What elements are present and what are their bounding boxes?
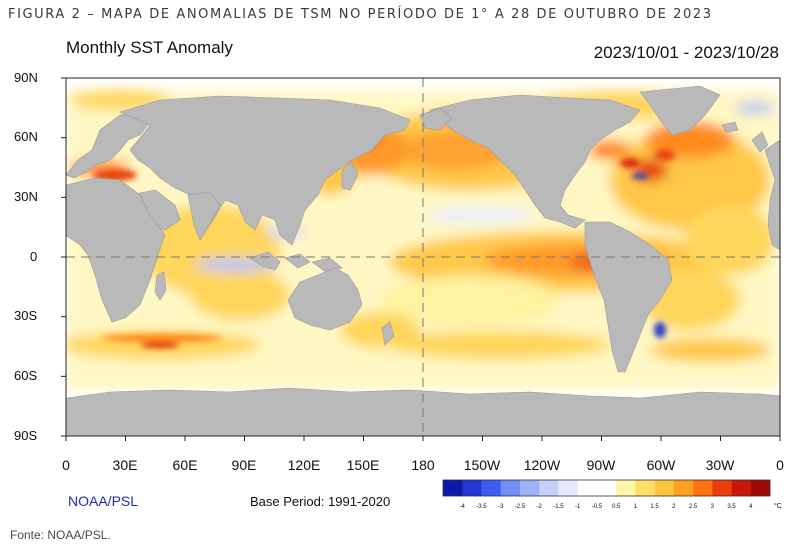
colorbar-tick-label: 3 [710,504,714,510]
lon-label-180: 180 [411,457,435,473]
lon-label-60w: 60W [646,457,676,473]
india [187,191,221,241]
british-isles [751,131,769,153]
lat-label-60n: 60N [14,129,38,144]
north-america [429,94,641,229]
colorbar-tick-label: -2.5 [514,504,526,510]
colorbar-tick-label: 2.5 [688,504,698,510]
colorbar-swatch [558,480,578,496]
lon-label-0-east: 0 [776,457,784,473]
lat-label-0: 0 [30,249,38,264]
colorbar-tick-label: 4 [749,504,753,510]
madagascar [154,271,167,301]
colorbar-tick-label: -2 [536,504,542,510]
colorbar-tick-label: -1 [574,504,581,510]
lon-label-30e: 30E [112,457,138,473]
colorbar-swatch [443,480,463,496]
lat-label-60s: 60S [14,368,38,383]
colorbar-tick-label: 3.5 [727,504,736,510]
colorbar-tick-label: 1.5 [650,504,659,510]
base-period: Base Period: 1991-2020 [250,494,391,509]
colorbar-tick-label: 0.5 [611,504,621,510]
europe [66,111,151,179]
figure-source: Fonte: NOAA/PSL. [10,528,111,542]
map-period: 2023/10/01 - 2023/10/28 [593,43,779,62]
iceland [721,121,739,133]
lon-label-150w: 150W [463,457,501,473]
colorbar-tick-label: -4 [459,504,465,510]
lon-label-90e: 90E [231,457,257,473]
colorbar-tick-label: -0.5 [591,504,603,510]
axis-ticks [61,77,781,441]
colorbar-swatch [500,480,521,496]
colorbar [442,479,771,497]
colorbar-swatch [654,480,675,496]
colorbar-tick-label: 1 [633,504,638,510]
map-title: Monthly SST Anomaly [66,38,233,57]
colorbar-swatch [519,480,540,496]
colorbar-swatch [577,480,598,496]
colorbar-unit: °C [774,503,782,510]
alaska [419,107,453,131]
lat-label-90n: 90N [14,70,38,85]
colorbar-swatch [635,480,655,496]
colorbar-tick-label: 2 [672,504,676,510]
figure-caption: FIGURA 2 – MAPA DE ANOMALIAS DE TSM NO P… [8,7,713,22]
colorbar-swatch [750,480,771,496]
colorbar-frame [442,479,771,497]
lon-label-120w: 120W [523,457,561,473]
colorbar-swatch [712,480,732,496]
noaa-psl-brand: NOAA/PSL [68,493,139,509]
colorbar-swatch [673,480,694,496]
japan [341,161,359,191]
asia [119,95,411,246]
africa [66,177,166,323]
map-plot-area [66,78,780,436]
lon-label-120e: 120E [287,457,321,473]
indonesia [249,251,343,273]
australia [287,267,363,331]
colorbar-swatch [539,480,559,496]
colorbar-swatch [596,480,617,496]
new-zealand [381,321,395,346]
colorbar-swatch [693,480,713,496]
colorbar-tick-label: -3.5 [476,504,487,510]
south-america [584,221,673,373]
colorbar-swatch [462,480,482,496]
lon-label-90w: 90W [586,457,616,473]
lon-label-60e: 60E [172,457,198,473]
colorbar-tick-label: -3 [498,504,504,510]
colorbar-swatch [481,480,502,496]
lon-label-150e: 150E [346,457,380,473]
colorbar-tick-label: -1.5 [553,504,564,510]
lat-label-30n: 30N [14,189,38,204]
lat-label-90s: 90S [14,428,38,443]
europe-africa-east-edge [764,139,780,251]
colorbar-swatch [731,480,752,496]
greenland [639,85,721,136]
colorbar-swatch [616,480,636,496]
lon-label-30w: 30W [705,457,735,473]
lat-label-30s: 30S [14,308,38,323]
lon-label-0: 0 [62,457,70,473]
